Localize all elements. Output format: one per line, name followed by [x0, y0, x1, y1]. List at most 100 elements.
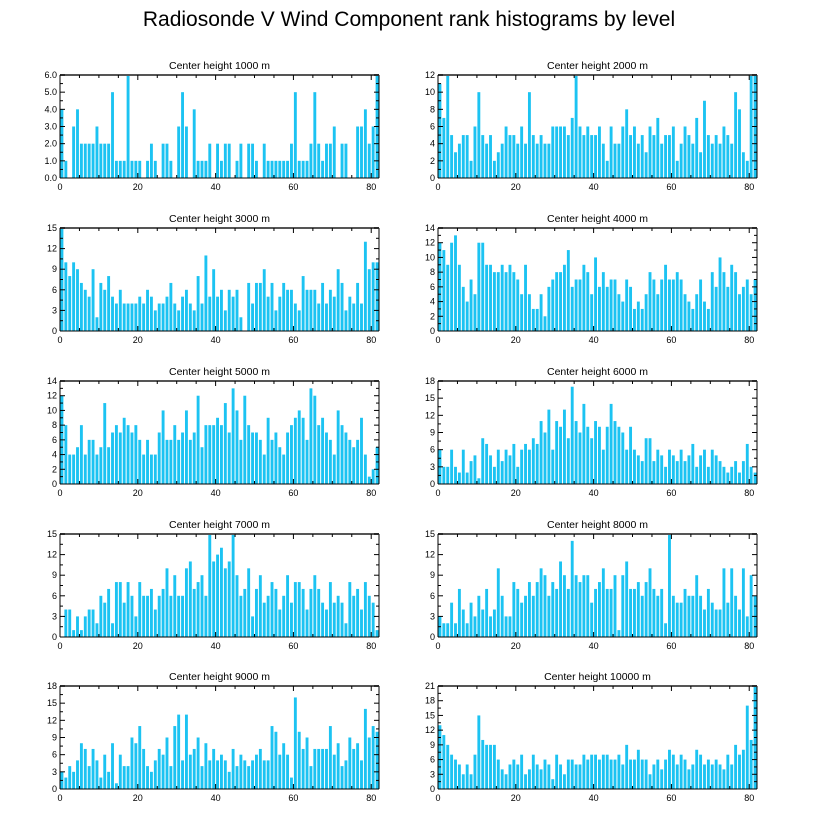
- histogram-bar: [99, 777, 103, 789]
- histogram-bar: [76, 109, 79, 178]
- histogram-bar: [243, 395, 247, 484]
- histogram-bar: [578, 582, 582, 637]
- histogram-bar: [157, 303, 161, 331]
- histogram-bar: [492, 272, 496, 331]
- histogram-bar: [438, 725, 442, 789]
- histogram-bar: [500, 143, 504, 178]
- histogram-bar: [446, 264, 450, 331]
- histogram-bar: [469, 602, 473, 637]
- histogram-bar: [258, 575, 262, 637]
- x-tick-label: 0: [57, 335, 62, 345]
- histogram-bar: [130, 160, 134, 178]
- histogram-bar: [671, 754, 675, 789]
- histogram-bar: [473, 754, 477, 789]
- histogram-bar: [317, 748, 321, 789]
- histogram-bar: [266, 417, 270, 484]
- histogram-bar: [297, 731, 301, 789]
- y-tick-label: 12: [425, 550, 435, 560]
- histogram-bar: [562, 264, 566, 331]
- histogram-bar: [165, 439, 169, 484]
- histogram-bar: [188, 439, 192, 484]
- histogram-bar: [485, 588, 489, 637]
- histogram-bar: [512, 759, 516, 789]
- histogram-bar: [134, 160, 138, 178]
- histogram-bar: [687, 769, 691, 789]
- y-tick-label: 15: [425, 393, 435, 403]
- histogram-bar: [461, 609, 465, 637]
- histogram-bar: [609, 126, 613, 178]
- y-tick-label: 0: [52, 784, 57, 794]
- histogram-bar: [278, 296, 282, 331]
- histogram-bar: [527, 92, 531, 178]
- histogram-bar: [531, 595, 535, 637]
- y-tick-label: 9: [52, 733, 57, 743]
- histogram-bar: [675, 160, 679, 178]
- histogram-bar: [293, 697, 297, 789]
- histogram-bar: [344, 310, 348, 331]
- histogram-bar: [594, 257, 597, 331]
- x-tick-label: 40: [589, 793, 599, 803]
- histogram-bar: [348, 296, 352, 331]
- histogram-bar: [305, 439, 309, 484]
- histogram-bar: [745, 616, 749, 637]
- histogram-bar: [122, 303, 126, 331]
- histogram-bar: [262, 269, 266, 331]
- histogram-bar: [741, 749, 745, 789]
- y-tick-label: 6: [430, 591, 435, 601]
- y-tick-label: 15: [425, 710, 435, 720]
- histogram-bar: [309, 388, 313, 484]
- histogram-bar: [605, 754, 609, 789]
- histogram-bar: [255, 588, 258, 637]
- histogram-bar: [454, 235, 457, 331]
- histogram-bar: [551, 279, 555, 331]
- histogram-bar: [512, 582, 516, 637]
- histogram-bar: [64, 262, 68, 331]
- histogram-bar: [126, 766, 130, 789]
- histogram-bar: [363, 708, 367, 789]
- histogram-bar: [336, 410, 340, 484]
- y-tick-label: 6: [52, 750, 57, 760]
- histogram-bar: [578, 126, 582, 178]
- histogram-bar: [309, 766, 313, 789]
- histogram-bar: [465, 135, 469, 178]
- histogram-bar: [290, 289, 293, 331]
- y-tick-label: 3: [52, 305, 57, 315]
- histogram-bar: [340, 282, 344, 331]
- histogram-bar: [130, 303, 134, 331]
- histogram-bar: [274, 432, 278, 484]
- histogram-bar: [524, 443, 527, 484]
- histogram-bar: [235, 160, 239, 178]
- histogram-bar: [703, 301, 706, 331]
- histogram-bar: [753, 279, 757, 331]
- histogram-bar: [633, 588, 636, 637]
- histogram-bar: [566, 438, 570, 484]
- histogram-bar: [703, 764, 706, 789]
- x-tick-label: 60: [288, 641, 298, 651]
- histogram-bar: [547, 764, 551, 789]
- histogram-bar: [169, 595, 173, 637]
- histogram-bar: [590, 438, 594, 484]
- histogram-bar: [165, 143, 169, 178]
- histogram-bar: [173, 303, 177, 331]
- histogram-bar: [270, 282, 274, 331]
- y-tick-label: 4.0: [44, 104, 57, 114]
- histogram-bar: [165, 737, 169, 789]
- histogram-bar: [177, 595, 181, 637]
- histogram-bar: [586, 126, 590, 178]
- histogram-bar: [251, 303, 255, 331]
- histogram-bar: [204, 425, 208, 484]
- histogram-bar: [76, 269, 79, 331]
- histogram-bar: [446, 744, 450, 789]
- histogram-bar: [644, 582, 648, 637]
- y-tick-label: 0: [52, 632, 57, 642]
- histogram-bar: [363, 109, 367, 178]
- histogram-bar: [161, 410, 165, 484]
- histogram-bar: [103, 289, 107, 331]
- histogram-bar: [181, 92, 184, 178]
- histogram-bar: [177, 714, 181, 789]
- histogram-bar: [301, 417, 305, 484]
- histogram-bar: [111, 623, 114, 637]
- histogram-bar: [157, 432, 161, 484]
- histogram-bar: [745, 705, 749, 789]
- histogram-bar: [212, 269, 216, 331]
